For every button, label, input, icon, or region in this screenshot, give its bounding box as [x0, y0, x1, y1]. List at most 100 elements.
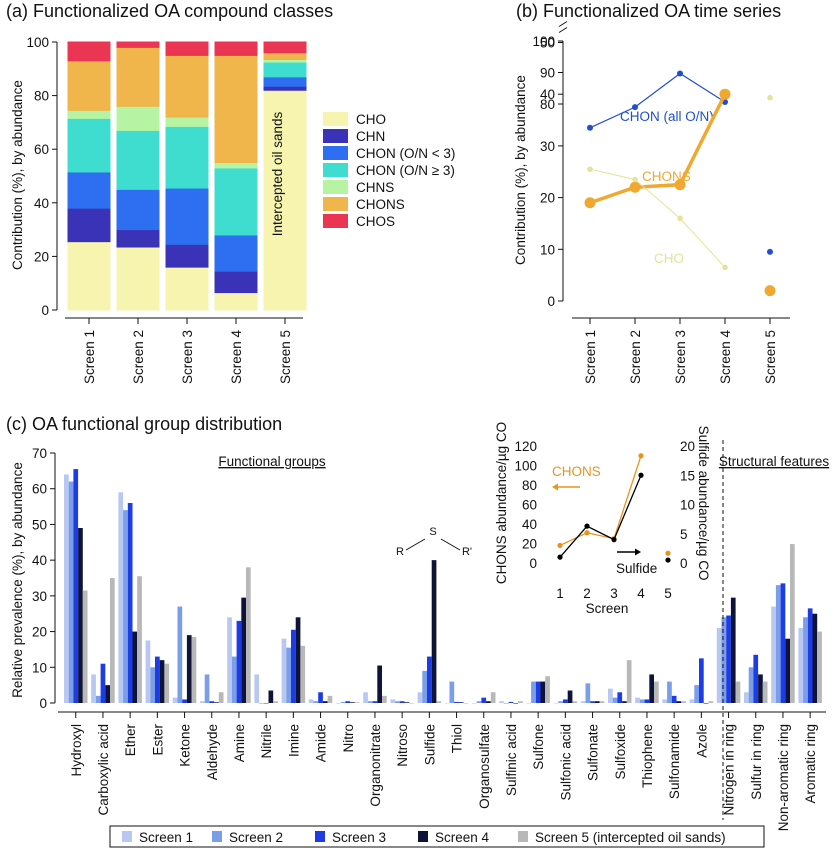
bar-ester-screen-5-intercepted-oil-sands	[164, 663, 170, 703]
bar-nitro-screen-2	[340, 701, 346, 703]
bar-sulfonic-acid-screen-1	[553, 703, 559, 704]
bar-sulfonamide-screen-5-intercepted-oil-sands	[681, 701, 686, 703]
bar-thiol-screen-2	[449, 681, 455, 703]
point-chon-all-o-n-2	[632, 104, 638, 111]
inset-point-sulfide-4	[638, 472, 644, 478]
inset-x-tick-label: 4	[637, 586, 645, 601]
panel-c-x-tick-label: Organonitrate	[368, 724, 383, 807]
bar-sulfone-screen-3	[535, 681, 541, 703]
panel-c-x-tick-label: Nitroso	[395, 724, 410, 767]
inset-x-tick-label: 2	[583, 586, 591, 601]
bar-organonitrate-screen-5-intercepted-oil-sands	[382, 695, 387, 703]
inset-point-sulfide-5	[665, 557, 671, 563]
bar-chons-screen-5	[263, 52, 307, 60]
panel-a-y-tick-label: 40	[34, 196, 49, 211]
bar-chns-screen-4	[214, 162, 258, 169]
legend-label-screen-2: Screen 2	[229, 830, 283, 845]
bar-nitrile-screen-3	[263, 703, 269, 704]
bar-chns-screen-2	[116, 105, 160, 131]
point-chon-all-o-n-3	[677, 70, 683, 77]
functional-groups-label: Functional groups	[218, 454, 326, 469]
bar-sulfone-screen-2	[531, 681, 536, 703]
panel-a-y-label: Contribution (%), by abundance	[10, 80, 25, 270]
legend-label-screen-5-intercepted-oil-sands: Screen 5 (intercepted oil sands)	[535, 830, 726, 845]
bar-sulfonate-screen-1	[580, 701, 586, 703]
bar-sulfinic-acid-screen-2	[503, 703, 509, 704]
panel-c-x-tick-label: Sulfoxide	[613, 724, 628, 780]
bar-nitrogen-in-ring-screen-1	[716, 628, 722, 703]
panel-c-x-tick-label: Carboxylic acid	[96, 724, 111, 816]
panel-c-legend-box	[109, 825, 765, 848]
bar-imine-screen-4	[295, 617, 301, 703]
panel-c-x-tick-label: Nitrile	[259, 724, 274, 759]
legend-label-chn: CHN	[356, 129, 385, 144]
bar-thiol-screen-5-intercepted-oil-sands	[463, 703, 469, 704]
panel-a-y-tick-label: 60	[34, 142, 49, 157]
bar-imine-screen-5-intercepted-oil-sands	[300, 645, 306, 703]
bar-sulfinic-acid-screen-1	[499, 701, 504, 703]
point-chons-5	[764, 285, 776, 297]
panel-a-x-tick-label: Screen 2	[131, 330, 146, 384]
panel-b-x-tick-label: Screen 3	[673, 330, 688, 384]
bar-sulfur-in-ring-screen-3	[753, 654, 759, 703]
bar-chon-o-n-3-screen-1	[67, 171, 111, 209]
panel-c-y-tick-label: 20	[32, 625, 47, 640]
point-cho-1	[587, 166, 593, 172]
inset-left-tick-label: 80	[522, 478, 537, 493]
panel-b-y-tick-label: 30	[540, 139, 555, 154]
molecule-r-right: R'	[462, 546, 472, 558]
panel-c-x-tick-label: Hydroxyl	[69, 724, 84, 777]
inset-right-tick-label: 20	[680, 439, 695, 454]
bar-organosulfate-screen-5-intercepted-oil-sands	[490, 692, 496, 703]
bar-nitroso-screen-2	[395, 701, 400, 703]
legend-swatch-chon-o-n-3	[323, 163, 348, 177]
bar-chon-o-n-3-screen-5	[263, 61, 307, 78]
bar-nitroso-screen-4	[404, 702, 410, 703]
bar-sulfur-in-ring-screen-1	[744, 692, 749, 703]
inset-point-sulfide-3	[611, 537, 617, 543]
inset-left-tick-label: 0	[529, 556, 537, 571]
bar-chon-o-n-3-screen-4	[214, 234, 258, 272]
panel-c-x-tick-label: Amide	[314, 724, 329, 762]
bar-sulfonamide-screen-4	[676, 701, 682, 703]
bar-amide-screen-3	[318, 692, 323, 703]
panel-b-chart: 0 10 20 30 40 50 80 90 100 Screen 1 Screen 2 Screen…	[513, 21, 790, 384]
bar-azole-screen-3	[699, 658, 704, 703]
inset-right-tick-label: 10	[680, 498, 695, 513]
bar-carboxylic-acid-screen-3	[100, 663, 106, 703]
bar-sulfonic-acid-screen-4	[567, 690, 573, 703]
inset-point-sulfide-2	[584, 523, 590, 529]
inset-right-tick-label: 0	[680, 556, 688, 571]
bar-chon-o-n-3-screen-5	[263, 76, 307, 87]
bar-ketone-screen-3	[182, 699, 187, 703]
bar-sulfone-screen-1	[526, 703, 532, 704]
sulfide-molecule-icon: S R R'	[396, 526, 472, 558]
legend-label-chos: CHOS	[356, 214, 395, 229]
bar-sulfonamide-screen-1	[662, 699, 668, 703]
bar-sulfonic-acid-screen-2	[558, 701, 563, 703]
bar-sulfonamide-screen-3	[671, 695, 677, 703]
inset-label-sulfide: Sulfide	[616, 561, 657, 576]
panel-b-x-tick-label: Screen 2	[628, 330, 643, 384]
bar-azole-screen-5-intercepted-oil-sands	[708, 701, 714, 703]
inset-x-tick-label: 5	[664, 586, 672, 601]
bar-hydroxyl-screen-4	[78, 528, 83, 703]
bar-amine-screen-2	[231, 656, 237, 703]
bar-nitrogen-in-ring-screen-4	[730, 597, 736, 703]
bar-ketone-screen-4	[186, 635, 192, 703]
panel-a-y-tick-label: 0	[41, 303, 49, 318]
bar-aldehyde-screen-2	[204, 674, 210, 703]
point-chons-4	[719, 88, 731, 100]
bar-aromatic-ring-screen-3	[807, 608, 813, 703]
bar-cho-screen-3	[165, 266, 209, 311]
legend-swatch-screen-1	[122, 831, 132, 842]
bar-sulfonate-screen-5-intercepted-oil-sands	[599, 701, 605, 703]
legend-swatch-chon-o-n-3	[323, 146, 348, 160]
bar-cho-screen-2	[116, 246, 160, 311]
point-cho-5	[767, 94, 773, 101]
inset-left-tick-label: 20	[522, 537, 537, 552]
panel-c-y-tick-label: 40	[32, 553, 47, 568]
bar-chon-o-n-3-screen-3	[165, 187, 209, 245]
